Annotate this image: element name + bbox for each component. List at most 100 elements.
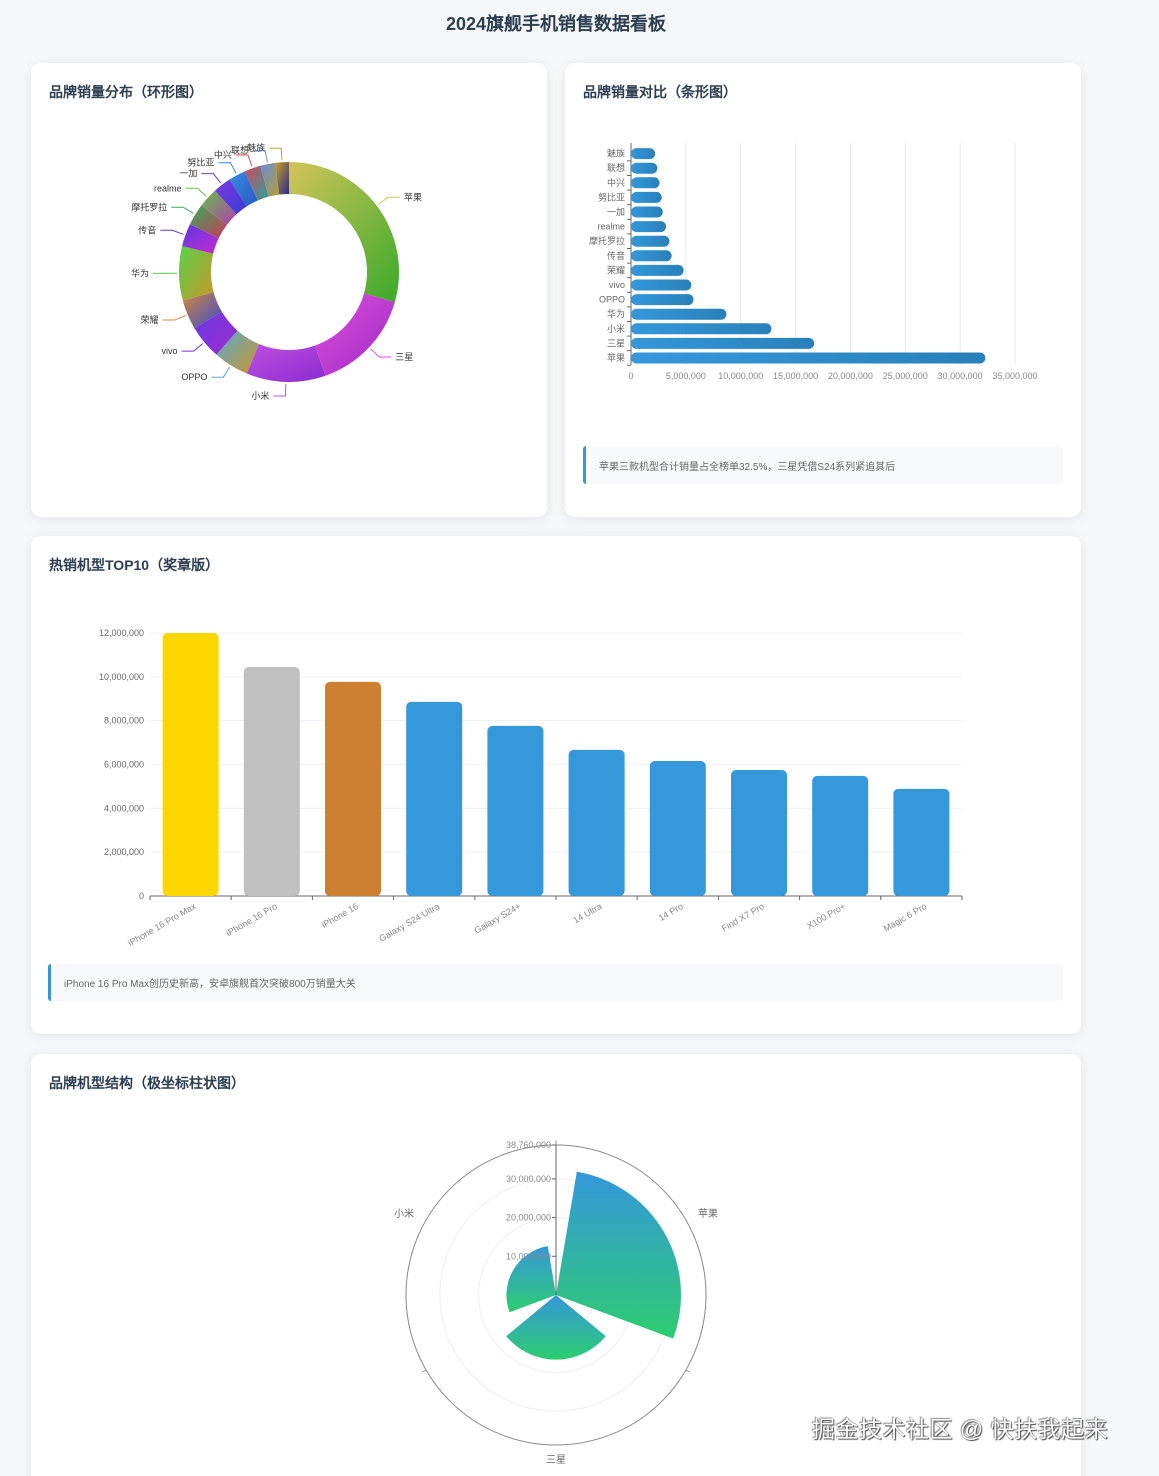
donut-card-title: 品牌销量分布（环形图） (49, 84, 203, 100)
hbar-xtick-label: 35,000,000 (992, 371, 1037, 381)
donut-slice (201, 190, 237, 225)
top10-note-text: iPhone 16 Pro Max创历史新高，安卓旗舰首次突破800万销量大关 (64, 979, 356, 990)
hbar-bar (631, 191, 662, 203)
top10-bar (893, 788, 950, 896)
donut-slice (314, 293, 395, 376)
top10-category-label: iPhone 16 Pro (224, 901, 278, 938)
hbar-bar (631, 250, 672, 262)
polar-card: 品牌机型结构（极坐标柱状图） 苹果 三星 小米 10,000,000 20,000,00… (31, 1054, 1081, 1476)
donut-slice (214, 179, 247, 215)
donut-slice (229, 171, 258, 207)
donut-label-line (269, 147, 283, 161)
polar-bar (506, 1246, 556, 1313)
top10-category-label: Galaxy S24 Ultra (377, 901, 441, 944)
hbar-xtick-label: 20,000,000 (828, 371, 873, 381)
top10-bar (812, 775, 869, 896)
donut-label: 魅族 (247, 142, 265, 153)
donut-label: 联想 (231, 144, 249, 155)
donut-label: 小米 (251, 390, 269, 401)
donut-label-line (185, 187, 207, 197)
polar-angle-tick (685, 1369, 690, 1373)
donut-label: OPPO (181, 372, 207, 382)
polar-radius-label: 30,000,000 (506, 1174, 551, 1184)
top10-card: 热销机型TOP10（奖章版） 0 2,000,000 4,000,000 6,000,… (31, 536, 1081, 1034)
hbar-xtick-label: 25,000,000 (883, 371, 928, 381)
donut-label-line (378, 196, 400, 205)
hbar-note-text: 苹果三款机型合计销量占全榜单32.5%，三星凭借S24系列紧追其后 (599, 461, 896, 473)
top10-bar (162, 633, 219, 896)
donut-label-line (171, 206, 194, 214)
hbar-chart: 0 5,000,000 10,000,000 15,000,000 20,000,000… (589, 143, 1038, 381)
donut-label: 中兴 (214, 149, 232, 160)
top10-category-label: 14 Pro (657, 901, 685, 923)
hbar-xtick-label: 0 (628, 371, 633, 381)
top10-bar (649, 760, 706, 896)
hbar-category-label: OPPO (599, 295, 625, 305)
top10-category-label: X100 Pro+ (805, 901, 847, 931)
top10-ytick-label: 4,000,000 (104, 803, 144, 813)
donut-slice (182, 292, 222, 329)
donut-slice (182, 224, 219, 254)
polar-bar (556, 1171, 681, 1339)
hbar-category-label: 摩托罗拉 (589, 235, 625, 246)
hbar-note: 苹果三款机型合计销量占全榜单32.5%，三星凭借S24系列紧追其后 (583, 446, 1063, 484)
polar-category-label: 三星 (546, 1454, 566, 1466)
hbar-bar (631, 177, 660, 189)
top10-category-label: 14 Ultra (571, 901, 603, 925)
page-title: 2024旗舰手机销售数据看板 (445, 14, 667, 34)
polar-category-label: 苹果 (698, 1207, 718, 1220)
hbar-bar (631, 279, 692, 291)
top10-category-label: Galaxy S24+ (473, 901, 523, 936)
top10-category-label: iPhone 16 (320, 901, 360, 930)
donut-label-line (370, 348, 392, 358)
hbar-xtick-label: 30,000,000 (938, 371, 983, 381)
donut-label-line (273, 383, 287, 397)
hbar-bar (631, 148, 656, 160)
hbar-bar (631, 206, 663, 218)
hbar-category-label: 三星 (607, 338, 625, 348)
top10-ytick-label: 10,000,000 (99, 672, 144, 682)
donut-label: 传音 (138, 224, 156, 235)
donut-label: 三星 (395, 352, 413, 362)
top10-note: iPhone 16 Pro Max创历史新高，安卓旗舰首次突破800万销量大关 (48, 964, 1063, 1001)
donut-label: 摩托罗拉 (131, 201, 167, 212)
donut-label-line (211, 366, 231, 378)
top10-card-title: 热销机型TOP10（奖章版） (49, 557, 220, 573)
hbar-category-label: 华为 (607, 308, 625, 319)
donut-label-line (253, 149, 268, 163)
top10-bar (487, 725, 544, 896)
hbar-bar (631, 235, 670, 247)
hbar-category-label: 荣耀 (607, 264, 625, 275)
donut-slice (289, 162, 399, 303)
top10-category-label: Find X7 Pro (720, 901, 766, 933)
donut-slice (216, 330, 259, 374)
hbar-bar (631, 294, 694, 306)
donut-slice (275, 162, 289, 195)
hbar-category-label: 小米 (607, 323, 625, 334)
top10-ytick-label: 2,000,000 (104, 847, 144, 857)
hbar-card-title: 品牌销量对比（条形图） (583, 84, 737, 100)
donut-label-line (201, 173, 222, 184)
donut-label-line (235, 154, 253, 167)
hbar-bar (631, 221, 667, 233)
hbar-xtick-label: 10,000,000 (718, 371, 763, 381)
donut-label: 一加 (179, 169, 197, 179)
hbar-category-label: 一加 (607, 207, 625, 217)
donut-label-line (181, 343, 204, 352)
hbar-category-label: 苹果 (607, 352, 625, 363)
donut-label: vivo (162, 346, 178, 356)
donut-slice (178, 246, 214, 301)
donut-slice (194, 311, 238, 355)
polar-angle-tick (422, 1369, 427, 1373)
hbar-bar (631, 352, 986, 364)
hbar-bar (631, 162, 658, 174)
donut-slice (189, 205, 227, 239)
donut-label-line (160, 229, 184, 235)
top10-bar (731, 769, 787, 896)
donut-label-line (218, 162, 237, 174)
polar-card-title: 品牌机型结构（极坐标柱状图） (49, 1075, 245, 1091)
hbar-category-label: vivo (609, 280, 625, 290)
donut-card: 品牌销量分布（环形图） 苹果 三星 小米 OPPO vivo 荣耀 华为 传音 摩托罗拉 real… (31, 63, 547, 517)
